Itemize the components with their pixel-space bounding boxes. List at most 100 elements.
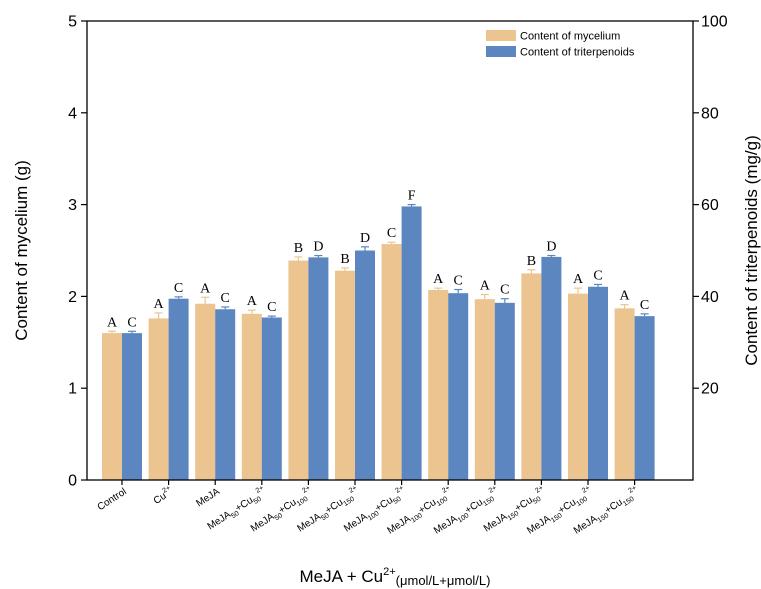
plot-frame (86, 20, 694, 481)
significance-letter-mycelium: A (200, 281, 211, 296)
bar-triterpenoids (494, 302, 515, 480)
y-right-axis-title: Content of triterpenoids (mg/g) (742, 135, 761, 366)
significance-letter-mycelium: C (387, 226, 396, 241)
x-tick-label-part: MeJA (385, 513, 413, 536)
x-axis-title: MeJA + Cu2+(μmol/L+μmol/L) (300, 566, 491, 588)
y-left-tick-label: 4 (68, 105, 77, 122)
x-tick-label-part: 2+ (394, 485, 405, 495)
x-tick-label-part: 50 (320, 512, 330, 522)
x-tick-label-part: MeJA (249, 511, 277, 534)
y-right-tick-label: 20 (701, 381, 719, 398)
legend-swatch-mycelium (486, 30, 516, 41)
bars-layer (102, 204, 655, 480)
bar-mycelium (335, 270, 355, 480)
legend-label-triterpenoids: Content of triterpenoids (520, 47, 635, 59)
x-axis-title-main: MeJA + Cu (300, 567, 384, 586)
x-tick-label-part: 2+ (301, 485, 312, 495)
bar-mycelium (614, 308, 635, 480)
x-tick-label-part: 2+ (348, 485, 359, 495)
bar-triterpenoids (448, 293, 469, 480)
significance-letter-mycelium: A (620, 289, 631, 304)
significance-letter-mycelium: B (340, 252, 349, 267)
y-left-tick-label: 0 (68, 473, 77, 490)
significance-letter-mycelium: A (107, 315, 118, 330)
x-tick-label-part: MeJA (296, 511, 324, 534)
significance-letter-triterpenoids: D (313, 240, 323, 255)
bar-mycelium (474, 299, 495, 480)
x-axis-title-sub: (μmol/L+μmol/L) (396, 573, 491, 588)
bar-mycelium (148, 318, 169, 480)
significance-letter-mycelium: A (247, 294, 258, 309)
x-tick-label-m150c150: MeJA150+Cu1502+ (571, 485, 643, 539)
y-left-tick-label: 3 (68, 197, 77, 214)
x-tick-label-part: 100 (436, 496, 450, 508)
x-tick-label-control: Control (96, 486, 129, 513)
x-tick-label-part: + (603, 504, 614, 516)
bar-triterpenoids (588, 286, 608, 480)
bar-mycelium (288, 260, 309, 480)
x-tick-label-part: 50 (252, 496, 262, 506)
legend: Content of mycelium Content of triterpen… (486, 30, 635, 59)
ticks-layer (81, 20, 699, 485)
x-tick-label-part: + (557, 504, 568, 516)
x-tick-label-part: MeJA (525, 513, 553, 536)
y-right-tick-label: 60 (701, 197, 719, 214)
x-tick-label-part: 150 (342, 496, 356, 508)
x-tick-label-cu: Cu2+ (151, 485, 176, 507)
bar-triterpenoids (122, 333, 142, 480)
significance-letter-triterpenoids: C (174, 281, 183, 296)
x-tick-label-part: Control (96, 486, 129, 513)
bar-triterpenoids (541, 256, 562, 480)
significance-letter-mycelium: B (294, 241, 303, 256)
x-tick-label-part: 2+ (441, 485, 452, 495)
y-left-tick-label: 2 (68, 289, 77, 306)
axes-layer (86, 20, 694, 481)
x-tick-label-part: + (373, 502, 384, 514)
x-tick-label-part: MeJA (432, 513, 460, 536)
significance-letter-triterpenoids: C (500, 283, 509, 298)
significance-letter-triterpenoids: C (127, 315, 136, 330)
bar-triterpenoids (308, 257, 329, 480)
bar-triterpenoids (634, 316, 655, 480)
x-tick-label-part: + (234, 502, 245, 514)
legend-label-mycelium: Content of mycelium (520, 31, 620, 43)
bar-triterpenoids (401, 206, 422, 480)
x-tick-label-meja: MeJA (194, 486, 222, 509)
x-tick-label-part: MeJA (194, 486, 222, 509)
x-tick-label-part: 50 (392, 496, 402, 506)
x-axis-title-sup: 2+ (383, 566, 396, 578)
y-right-tick-label: 100 (701, 14, 728, 31)
x-tick-label-part: 100 (296, 496, 310, 508)
significance-letter-triterpenoids: C (454, 274, 463, 289)
y-right-tick-label: 80 (701, 105, 719, 122)
bar-mycelium (381, 244, 402, 480)
x-tick-label-part: 150 (622, 496, 636, 508)
x-tick-label-part: 2+ (534, 485, 545, 495)
x-tick-label-part: 50 (230, 510, 240, 520)
x-tick-label-part: 2+ (255, 485, 266, 495)
y-left-axis-title: Content of mycelium (g) (12, 160, 31, 340)
x-tick-label-part: + (513, 502, 524, 514)
x-tick-label-part: MeJA (342, 511, 370, 534)
significance-letter-triterpenoids: C (640, 298, 649, 313)
significance-letter-triterpenoids: C (267, 300, 276, 315)
significance-letter-mycelium: A (154, 297, 165, 312)
bar-triterpenoids (168, 298, 189, 480)
x-tick-label-part: 2+ (581, 485, 592, 495)
legend-swatch-triterpenoids (486, 46, 516, 57)
significance-letter-mycelium: B (527, 254, 536, 269)
significance-letter-triterpenoids: C (221, 291, 230, 306)
significance-letter-mycelium: A (573, 272, 584, 287)
x-tick-label-part: 150 (482, 496, 496, 508)
significance-letter-triterpenoids: D (546, 240, 556, 255)
bar-triterpenoids (355, 250, 375, 480)
x-tick-label-part: + (417, 504, 428, 516)
bar-triterpenoids (215, 309, 236, 480)
x-tick-label-part: 2+ (161, 485, 172, 495)
x-tick-label-part: + (277, 504, 288, 516)
bar-mycelium (568, 293, 588, 480)
x-tick-label-part: 2+ (627, 485, 638, 495)
y-left-tick-label: 5 (68, 14, 77, 31)
significance-letter-triterpenoids: F (408, 189, 416, 204)
x-tick-label-part: + (463, 504, 474, 516)
